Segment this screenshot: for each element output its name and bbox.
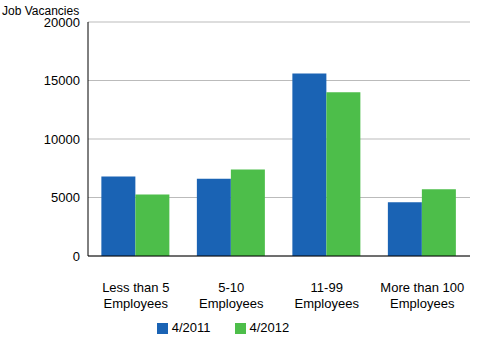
svg-text:0: 0 xyxy=(73,249,80,264)
svg-text:More than 100: More than 100 xyxy=(380,280,464,295)
svg-text:5000: 5000 xyxy=(51,190,80,205)
svg-text:Employees: Employees xyxy=(104,296,169,311)
svg-text:Employees: Employees xyxy=(295,296,360,311)
svg-text:Less than 5: Less than 5 xyxy=(102,280,169,295)
svg-text:Employees: Employees xyxy=(199,296,264,311)
html-text:4/2011: 4/2011 xyxy=(171,320,211,335)
html-text:Job Vacancies: Job Vacancies xyxy=(2,4,80,18)
svg-text:5-10: 5-10 xyxy=(218,280,244,295)
svg-text:20000: 20000 xyxy=(44,15,80,30)
html-text:4/2012: 4/2012 xyxy=(249,320,290,335)
svg-text:Employees: Employees xyxy=(390,296,455,311)
svg-text:15000: 15000 xyxy=(44,73,80,88)
svg-text:11-99: 11-99 xyxy=(311,280,343,295)
svg-text:10000: 10000 xyxy=(44,132,80,147)
